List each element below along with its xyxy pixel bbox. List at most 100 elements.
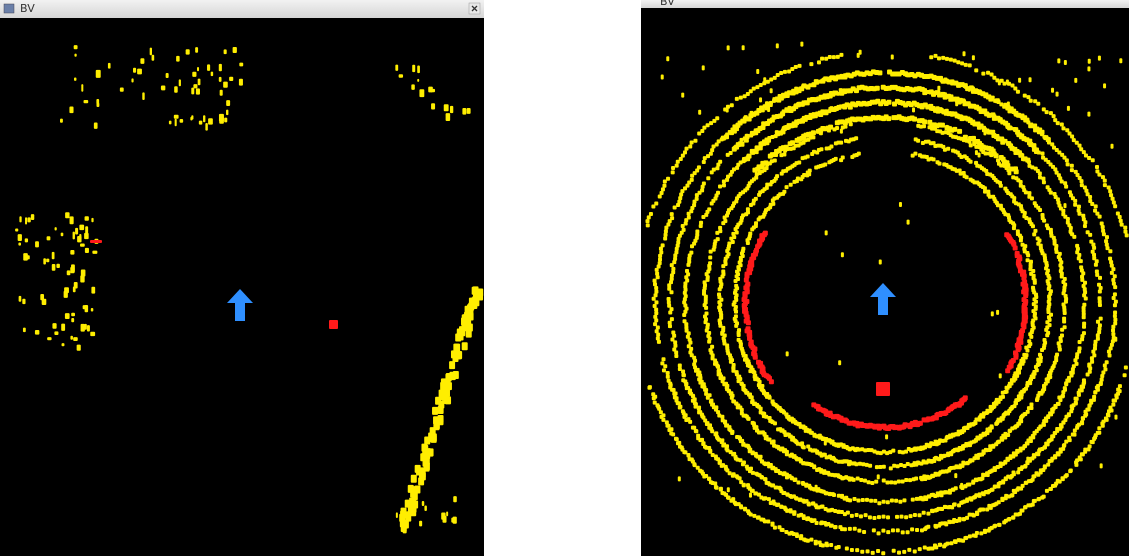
point [441,512,445,519]
point [676,203,680,207]
point [938,543,942,547]
point [433,422,439,430]
point [688,390,692,394]
point [840,495,844,499]
point [1056,92,1059,97]
point [108,63,111,69]
point [795,457,799,461]
point [988,409,992,413]
point [1110,271,1114,275]
point [219,114,224,122]
point [824,491,828,495]
point [1043,135,1048,140]
point [1064,60,1067,65]
point [936,160,940,164]
point [1019,467,1023,471]
point [906,462,910,466]
point [957,518,961,522]
point [670,388,674,392]
point [789,508,793,512]
point [680,189,684,193]
point [780,172,784,176]
point [772,444,776,448]
point [860,550,864,554]
point [726,153,730,157]
point [982,492,986,496]
point [54,331,58,335]
point [845,547,849,551]
point [211,72,213,76]
point [61,233,64,237]
point [698,381,702,385]
point [973,495,977,499]
point [764,415,768,419]
point [1082,380,1086,384]
point [1046,415,1050,419]
point [784,530,788,534]
point [1042,107,1046,111]
point [817,60,821,64]
point [1076,424,1080,428]
point [1123,226,1127,230]
point [962,426,966,430]
point [84,233,89,239]
point [1001,395,1005,399]
point [1045,223,1049,227]
point [140,58,144,64]
point [693,200,697,204]
point [226,100,230,106]
point [35,241,39,247]
point [850,514,854,518]
point [711,403,715,407]
point [902,498,906,502]
point [983,190,987,194]
point [914,137,918,141]
point [1100,463,1103,468]
point [993,484,997,488]
point [1095,165,1099,169]
point [898,500,902,504]
point [721,379,725,383]
point [1111,197,1115,201]
point [1088,59,1091,64]
point [994,402,998,406]
point [680,445,684,449]
point [675,164,679,168]
point [989,405,993,409]
point [1088,444,1092,448]
point [239,63,243,67]
point [956,60,960,64]
point [846,511,850,515]
point [821,453,825,457]
point [721,136,726,141]
point [982,432,986,436]
point [74,282,78,288]
point [974,161,978,165]
point [770,88,773,93]
point [877,515,881,519]
point [866,549,870,553]
point [714,432,718,436]
point [61,324,65,331]
point [745,465,749,469]
point [944,543,948,547]
point [918,153,922,157]
point [901,530,905,534]
point [42,299,47,305]
point [653,395,657,399]
point [814,541,818,545]
point [1065,128,1069,132]
point [1068,190,1072,194]
point [769,419,773,423]
point [667,287,671,291]
point [409,498,415,506]
point [885,434,888,439]
point [1045,377,1049,381]
point [734,324,738,328]
point [772,97,777,102]
point [979,477,983,481]
point [1048,371,1052,375]
point [736,405,740,409]
point [1056,451,1060,455]
point [684,413,688,417]
